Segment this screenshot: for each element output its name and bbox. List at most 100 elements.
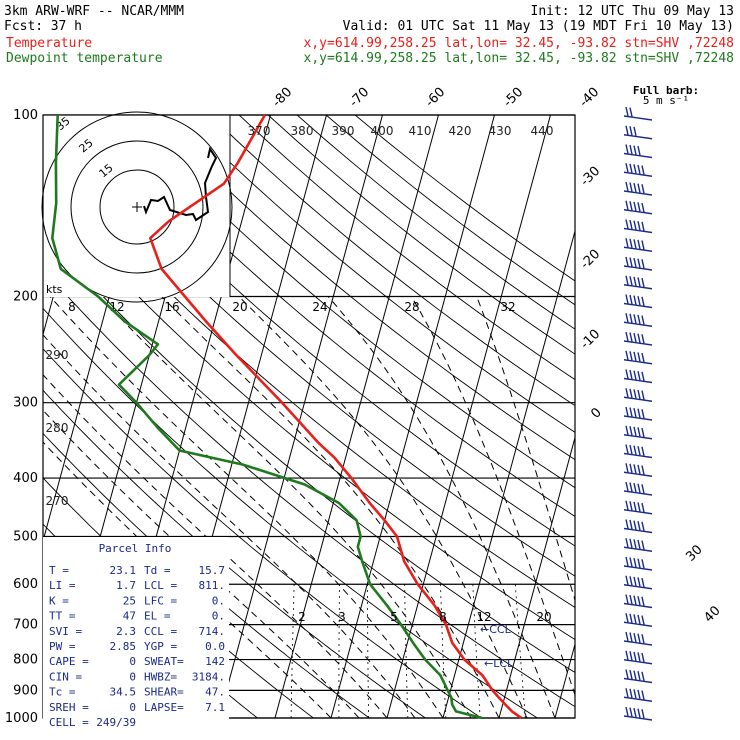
wind-barb-flag: [637, 352, 641, 362]
wind-barb-flag: [633, 407, 637, 418]
parcel-info-cell: 1.7: [116, 579, 136, 592]
parcel-info-cell: SVI =: [49, 625, 82, 638]
wind-barb-flag: [641, 577, 645, 588]
wind-barb: [623, 613, 653, 627]
wind-barb-flag: [637, 277, 641, 287]
parcel-info-cell: 47: [123, 610, 136, 623]
moist-adiabat-line: [476, 296, 575, 602]
wind-barb: [623, 481, 653, 496]
wind-barb-staff: [623, 452, 653, 459]
wind-barb-flag: [629, 313, 633, 323]
parcel-info-cell: 47.: [205, 686, 225, 699]
wind-barb: [623, 294, 653, 309]
legend-temperature-label: Temperature: [6, 36, 92, 51]
wind-barb-flag: [625, 369, 629, 379]
wind-barb: [623, 144, 653, 159]
wind-barb: [623, 406, 653, 421]
wind-barb-flag: [633, 182, 637, 193]
wind-barb-flag: [625, 219, 629, 229]
wind-barb-staff: [623, 302, 653, 309]
wind-barb: [623, 219, 653, 234]
mixing-ratio-label: 20: [536, 610, 551, 624]
isotherm-line: [667, 115, 740, 718]
isotherm-label: 0: [588, 405, 604, 421]
parcel-info-cell: CELL =: [49, 716, 89, 729]
wind-barb-flag: [625, 144, 629, 154]
wind-barb: [623, 275, 653, 290]
parcel-info-cell: 142: [205, 655, 225, 668]
dewpoint-profile: [51, 114, 483, 720]
wind-barb-flag: [625, 481, 629, 492]
dry-adiabat-line: [64, 115, 575, 547]
wind-barb-flag: [625, 500, 629, 510]
wind-barb-flag: [633, 576, 637, 587]
parcel-info-panel: Parcel Info T = 23.1 Td = 15.7 LI = 1.7 LCL = 8…: [43, 537, 229, 729]
lcl-marker: ←LCL: [484, 657, 514, 670]
hodograph-kts-label: kts: [46, 283, 63, 296]
wind-barb-staff: [623, 546, 653, 552]
valid-time: Valid: 01 UTC Sat 11 May 13 (19 MDT Fri …: [343, 19, 734, 34]
wind-barb: [623, 163, 653, 177]
wind-barb-flag: [625, 294, 629, 304]
wind-barb-staff: [623, 359, 653, 365]
wind-barb-flag: [633, 539, 637, 549]
wind-barb-flag: [629, 426, 633, 436]
wind-barb-flag: [629, 294, 633, 305]
wind-barb-flag: [633, 689, 637, 699]
isotherm-label: -70: [347, 85, 373, 111]
wind-barb-flag: [637, 521, 641, 531]
wind-title-line2: 5 m s⁻¹: [643, 94, 689, 107]
wind-barb-flag: [629, 613, 633, 623]
wind-barb-flag: [641, 596, 645, 606]
wind-barb-flag: [629, 163, 633, 173]
fcst-value: 37 h: [51, 19, 82, 34]
wind-barb-flag: [625, 163, 629, 173]
isotherm-label: -80: [270, 85, 296, 111]
parcel-info-cell: 0: [129, 701, 136, 714]
wind-barb-flag: [629, 519, 633, 530]
wind-barb-flag: [637, 202, 641, 212]
dry-adiabat-line: [122, 115, 575, 489]
wind-barbs: [623, 106, 653, 721]
wind-barb-flag: [625, 669, 629, 679]
wind-barb-flag: [625, 406, 629, 417]
wind-barb-flag: [625, 444, 629, 454]
dry-adiabat-line: [151, 115, 575, 461]
isotherm-line: [386, 115, 551, 718]
isotherm-line: [218, 115, 383, 718]
wind-barb-staff: [623, 152, 653, 159]
mixing-ratio-line: [404, 584, 409, 718]
isotherm-label: -40: [577, 85, 603, 111]
wind-barb-flag: [637, 446, 641, 456]
wind-barb-staff: [623, 434, 653, 440]
theta-label: 440: [531, 124, 554, 138]
hodograph-ring: [41, 111, 233, 303]
wind-barb-staff: [623, 621, 653, 627]
mixing-ratio-line: [440, 584, 447, 718]
dry-adiabat-line: [43, 230, 575, 674]
wind-barb-flag: [633, 370, 637, 380]
wind-barb: [623, 238, 653, 252]
legend-dewpoint-label: Dewpoint temperature: [6, 51, 163, 66]
wind-barb: [623, 556, 653, 571]
mixing-ratio-line: [367, 584, 369, 718]
wind-barb-flag: [625, 275, 629, 285]
plot-border: [42, 114, 576, 719]
theta-label: 410: [409, 124, 432, 138]
wind-barb-flag: [629, 669, 633, 680]
wind-barb-staff: [623, 340, 653, 346]
pressure-tick-label: 900: [13, 683, 38, 698]
wind-barb-flag: [625, 706, 629, 717]
wind-barb-flag: [633, 314, 637, 324]
wind-barb-flag: [637, 596, 641, 606]
wind-barb-flag: [633, 520, 637, 530]
wind-barb-flag: [637, 558, 641, 568]
parcel-info-cell: 25: [123, 594, 136, 607]
wind-barb-flag: [637, 314, 641, 325]
wind-barb-staff: [623, 715, 653, 721]
wind-barb-flag: [641, 615, 645, 625]
wind-barb-flag: [641, 334, 645, 344]
wind-title-line1: Full barb:: [633, 84, 699, 97]
wind-barb-flag: [629, 369, 633, 380]
